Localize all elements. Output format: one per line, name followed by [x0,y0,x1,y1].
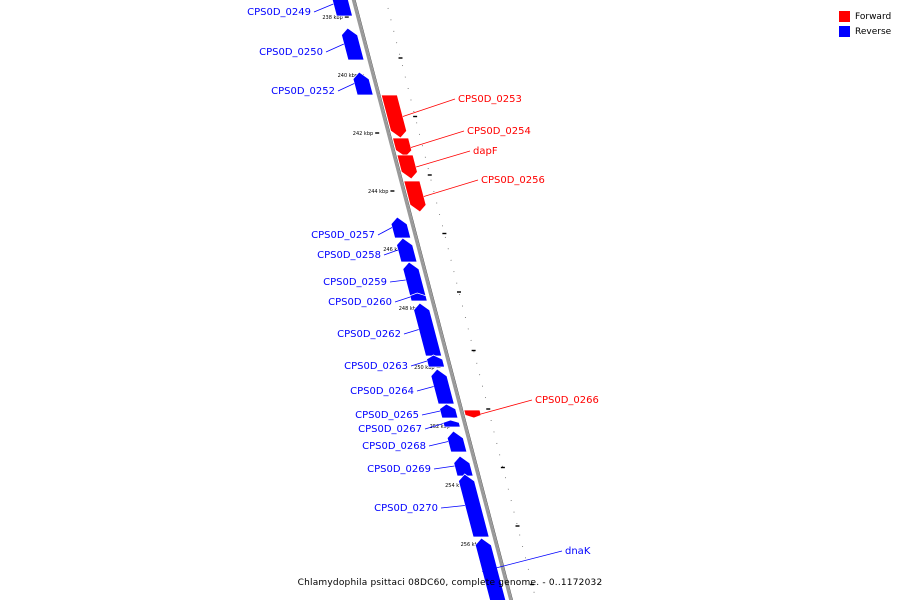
gene-label[interactable]: CPS0D_0264 [350,386,414,397]
ruler-tick-label: 246 kbp [383,247,403,253]
gene-connector [394,296,411,303]
gene-label[interactable]: CPS0D_0253 [458,94,522,105]
gene-label[interactable]: CPS0D_0252 [271,86,335,97]
gene-connector [410,130,465,148]
gene-arrow[interactable] [390,216,412,239]
genome-backbone-edge [355,0,513,600]
gene-arrow[interactable] [391,137,413,158]
ruler-tick-label: 256 kbp [461,542,481,548]
gene-connector [410,360,428,367]
reverse-swatch [839,26,850,37]
ruler-tick-label: 244 kbp [368,189,388,195]
ruler-tick-label: 240 kbp [338,73,358,79]
gene-arrow[interactable] [396,154,418,180]
gene-arrow[interactable] [341,27,365,61]
gene-label[interactable]: CPS0D_0256 [481,175,545,186]
gene-connector [423,179,479,197]
gene-label[interactable]: CPS0D_0262 [337,329,401,340]
gene-label[interactable]: CPS0D_0267 [358,424,422,435]
gene-arrow[interactable] [380,94,408,139]
gene-label[interactable]: CPS0D_0259 [323,277,387,288]
gene-connector [480,399,533,415]
legend-item-reverse: Reverse [839,24,891,39]
legend: Forward Reverse [839,9,891,39]
gene-connector [421,410,441,416]
ruler-tick-label: 242 kbp [353,131,373,137]
gene-arrow[interactable] [446,430,468,453]
legend-item-forward: Forward [839,9,891,24]
gene-arrow[interactable] [396,237,418,263]
ruler-tick-label: 248 kbp [399,306,419,312]
gene-label[interactable]: CPS0D_0265 [355,410,419,421]
gene-arrow[interactable] [409,292,428,302]
gene-arrow[interactable] [331,0,354,17]
ruler-tick-label: 252 kbp [430,424,450,430]
gene-label[interactable]: CPS0D_0250 [259,47,323,58]
gene-label[interactable]: CPS0D_0249 [247,7,311,18]
forward-swatch [839,11,850,22]
gene-label[interactable]: CPS0D_0263 [344,361,408,372]
map-caption: Chlamydophila psittaci 08DC60, complete … [297,578,603,588]
gene-connector [416,386,434,392]
ruler-tick-label: 238 kbp [322,15,342,21]
gene-connector [424,423,444,430]
gene-connector [383,249,399,256]
gene-label[interactable]: CPS0D_0260 [328,297,392,308]
ruler-ticks: 238 kbp 240 kbp 242 kbp 244 kbp 246 kbp 248 k… [322,15,535,586]
legend-label-reverse: Reverse [855,26,892,37]
gene-arrow[interactable] [403,180,427,213]
gene-connector [416,150,471,168]
ruler-tick-label: 250 kbp [414,365,434,371]
ruler-tick-label: 254 kbp [445,483,465,489]
gene-arrow[interactable] [352,71,374,96]
gene-connector [325,43,345,53]
gene-label[interactable]: CPS0D_0266 [535,395,599,406]
gene-label[interactable]: CPS0D_0270 [374,503,438,514]
gene-arrow[interactable] [458,473,490,538]
gene-label[interactable]: CPS0D_0269 [367,464,431,475]
gene-label[interactable]: CPS0D_0257 [311,230,375,241]
gene-arrow[interactable] [439,403,459,419]
gene-label[interactable]: dapF [473,146,498,157]
gene-label[interactable]: CPS0D_0258 [317,250,381,261]
gene-connector [482,550,563,572]
gene-connector [433,465,455,470]
gene-arrow[interactable] [442,419,461,428]
gene-label[interactable]: CPS0D_0268 [362,441,426,452]
gene-connector [402,98,456,117]
gene-connector [403,329,419,335]
gene-label[interactable]: dnaK [565,546,591,557]
gene-arrow[interactable] [453,455,474,477]
gene-arrow[interactable] [426,354,446,368]
gene-connector [313,3,334,13]
gene-features: CPS0D_0249 CPS0D_0250 CPS0D_0252 CPS0D_0253… [247,0,599,600]
gene-arrow[interactable] [463,409,482,419]
gene-connector [428,441,449,447]
gene-connector [440,505,465,509]
legend-label-forward: Forward [855,11,892,22]
genome-backbone [351,0,513,600]
gene-connector [377,227,393,236]
gene-label[interactable]: CPS0D_0254 [467,126,531,137]
gene-connector [337,83,355,92]
gene-connector [389,279,406,283]
